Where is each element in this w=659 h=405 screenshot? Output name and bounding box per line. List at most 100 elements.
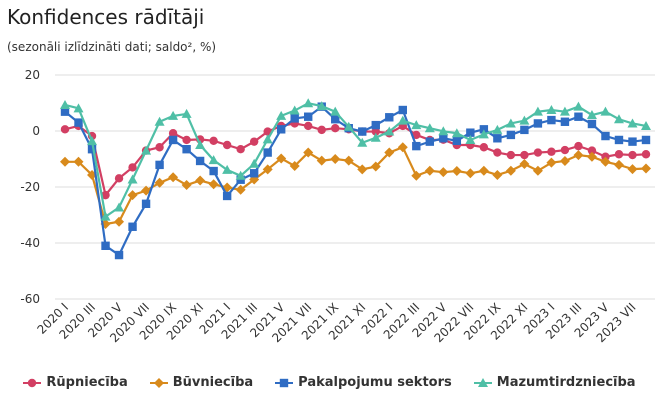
data-point xyxy=(506,150,516,160)
y-tick-label: 0 xyxy=(32,124,40,138)
legend-label: Mazumtirdzniecība xyxy=(496,375,636,390)
data-point xyxy=(74,118,83,127)
data-point xyxy=(127,190,138,201)
y-tick-label: 20 xyxy=(25,68,40,82)
data-point xyxy=(452,136,462,145)
data-point xyxy=(249,137,259,146)
data-point xyxy=(641,150,651,159)
data-point xyxy=(385,113,394,122)
data-point xyxy=(182,135,191,145)
data-point xyxy=(560,145,570,155)
data-point xyxy=(222,140,232,150)
legend-label: Būvniecība xyxy=(172,375,254,390)
data-point xyxy=(547,115,556,125)
legend-item-r-pniec-ba[interactable]: Rūpniecība xyxy=(23,375,128,390)
data-point xyxy=(276,125,286,134)
data-point xyxy=(330,106,341,116)
data-point xyxy=(546,105,557,114)
legend-label: Pakalpojumu sektors xyxy=(298,375,452,390)
data-point xyxy=(573,150,584,161)
series-mazumtirdzniec-ba xyxy=(60,98,651,221)
data-point xyxy=(181,180,192,191)
data-point xyxy=(155,143,164,152)
data-point xyxy=(209,136,218,145)
legend-item-mazumtirdzniec-ba[interactable]: Mazumtirdzniecība xyxy=(473,375,636,390)
data-point xyxy=(330,154,341,164)
data-point xyxy=(574,141,583,151)
y-tick-label: -60 xyxy=(20,292,40,306)
data-point xyxy=(168,135,178,145)
data-point xyxy=(573,101,584,111)
data-point xyxy=(155,160,164,170)
data-point xyxy=(601,152,610,161)
legend: Rūpniecība Būvniecība Pakalpojumu sektors M… xyxy=(0,375,659,390)
data-point xyxy=(424,165,435,176)
data-point xyxy=(628,137,637,146)
data-point xyxy=(479,143,489,152)
data-point xyxy=(384,147,395,158)
data-point xyxy=(492,124,503,134)
data-point xyxy=(451,166,462,177)
data-point xyxy=(100,211,111,221)
data-point xyxy=(154,177,165,188)
data-point xyxy=(128,222,137,231)
data-point xyxy=(276,110,287,120)
data-point xyxy=(263,148,272,157)
data-point xyxy=(465,168,476,179)
data-point xyxy=(559,106,570,116)
data-point xyxy=(303,147,314,158)
data-point xyxy=(371,120,380,130)
data-point xyxy=(397,115,408,125)
data-point xyxy=(303,98,314,108)
data-point xyxy=(181,108,192,118)
data-point xyxy=(249,158,260,168)
data-point xyxy=(235,184,246,195)
legend-marker xyxy=(28,378,37,387)
data-point xyxy=(586,151,597,162)
data-point xyxy=(627,118,638,128)
data-point xyxy=(506,130,516,140)
data-point xyxy=(304,121,313,131)
data-point xyxy=(424,123,435,133)
data-point xyxy=(249,169,259,178)
data-point xyxy=(412,130,421,140)
data-point xyxy=(438,126,449,136)
data-point xyxy=(492,169,503,180)
data-point xyxy=(60,156,70,167)
data-point xyxy=(154,116,165,126)
data-point xyxy=(613,159,624,170)
data-point xyxy=(425,137,435,146)
data-point xyxy=(114,250,124,260)
series-line xyxy=(64,105,647,257)
data-point xyxy=(370,161,381,172)
data-point xyxy=(114,202,125,212)
data-point xyxy=(370,132,381,142)
data-point xyxy=(546,157,557,168)
data-point xyxy=(466,128,475,137)
data-point xyxy=(343,121,354,131)
data-point xyxy=(641,135,651,145)
data-point xyxy=(195,175,206,186)
data-point xyxy=(493,134,502,143)
legend-item-pakalpojumu-sektors[interactable]: Pakalpojumu sektors xyxy=(275,375,452,390)
data-point xyxy=(343,155,354,166)
y-tick-label: -40 xyxy=(20,236,40,250)
data-point xyxy=(357,137,368,147)
data-point xyxy=(519,159,530,170)
data-point xyxy=(87,145,97,154)
data-point xyxy=(397,142,408,153)
data-point xyxy=(614,135,624,145)
data-point xyxy=(141,199,151,208)
data-point xyxy=(236,145,245,154)
data-point xyxy=(478,129,489,139)
data-point xyxy=(331,115,340,124)
data-point xyxy=(60,107,70,116)
data-point xyxy=(290,114,299,123)
data-point xyxy=(101,190,110,200)
data-point xyxy=(628,150,637,160)
data-point xyxy=(600,106,611,116)
data-point xyxy=(304,112,313,121)
legend-item-b-vniec-ba[interactable]: Būvniecība xyxy=(149,375,254,390)
data-point xyxy=(600,156,611,167)
